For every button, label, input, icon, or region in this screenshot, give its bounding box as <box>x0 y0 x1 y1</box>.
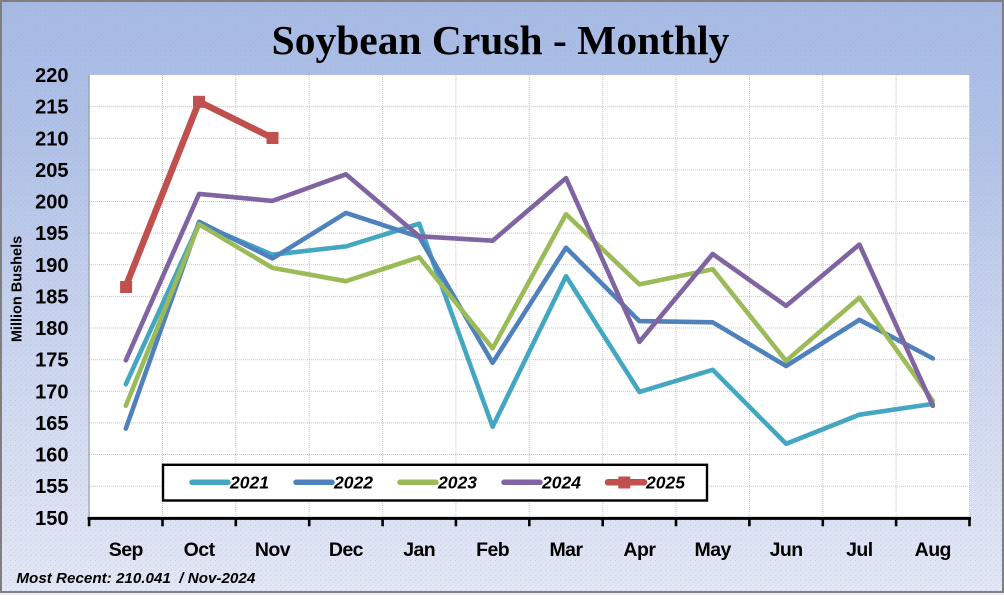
svg-text:185: 185 <box>35 286 68 308</box>
svg-text:200: 200 <box>35 192 68 214</box>
svg-text:170: 170 <box>35 381 68 403</box>
svg-text:Feb: Feb <box>476 539 510 561</box>
svg-text:205: 205 <box>35 160 68 182</box>
svg-text:2021: 2021 <box>229 473 269 493</box>
svg-text:155: 155 <box>35 476 68 498</box>
svg-text:Million Bushels: Million Bushels <box>10 236 26 342</box>
svg-text:190: 190 <box>35 255 68 277</box>
svg-text:175: 175 <box>35 350 68 372</box>
svg-text:2024: 2024 <box>541 473 581 493</box>
svg-text:Soybean Crush - Monthly: Soybean Crush - Monthly <box>272 17 730 63</box>
svg-text:Dec: Dec <box>329 539 364 561</box>
svg-text:150: 150 <box>35 508 68 530</box>
svg-text:Jul: Jul <box>846 539 873 561</box>
svg-text:Jun: Jun <box>770 539 803 561</box>
svg-text:195: 195 <box>35 223 68 245</box>
svg-text:Apr: Apr <box>623 539 656 561</box>
svg-text:Nov: Nov <box>255 539 291 561</box>
svg-text:2022: 2022 <box>333 473 373 493</box>
svg-text:Sep: Sep <box>109 539 144 561</box>
svg-text:160: 160 <box>35 445 68 467</box>
svg-text:Oct: Oct <box>184 539 216 561</box>
svg-text:Jan: Jan <box>403 539 435 561</box>
svg-text:Most Recent: 210.041 / Nov-20: Most Recent: 210.041 / Nov-2024 <box>16 570 255 587</box>
svg-text:210: 210 <box>35 128 68 150</box>
svg-text:2025: 2025 <box>645 473 685 493</box>
svg-text:Mar: Mar <box>549 539 583 561</box>
svg-text:215: 215 <box>35 97 68 119</box>
svg-text:Aug: Aug <box>915 539 951 561</box>
svg-text:2023: 2023 <box>437 473 477 493</box>
svg-text:May: May <box>695 539 732 561</box>
svg-text:165: 165 <box>35 413 68 435</box>
svg-text:220: 220 <box>35 65 68 87</box>
svg-text:180: 180 <box>35 318 68 340</box>
